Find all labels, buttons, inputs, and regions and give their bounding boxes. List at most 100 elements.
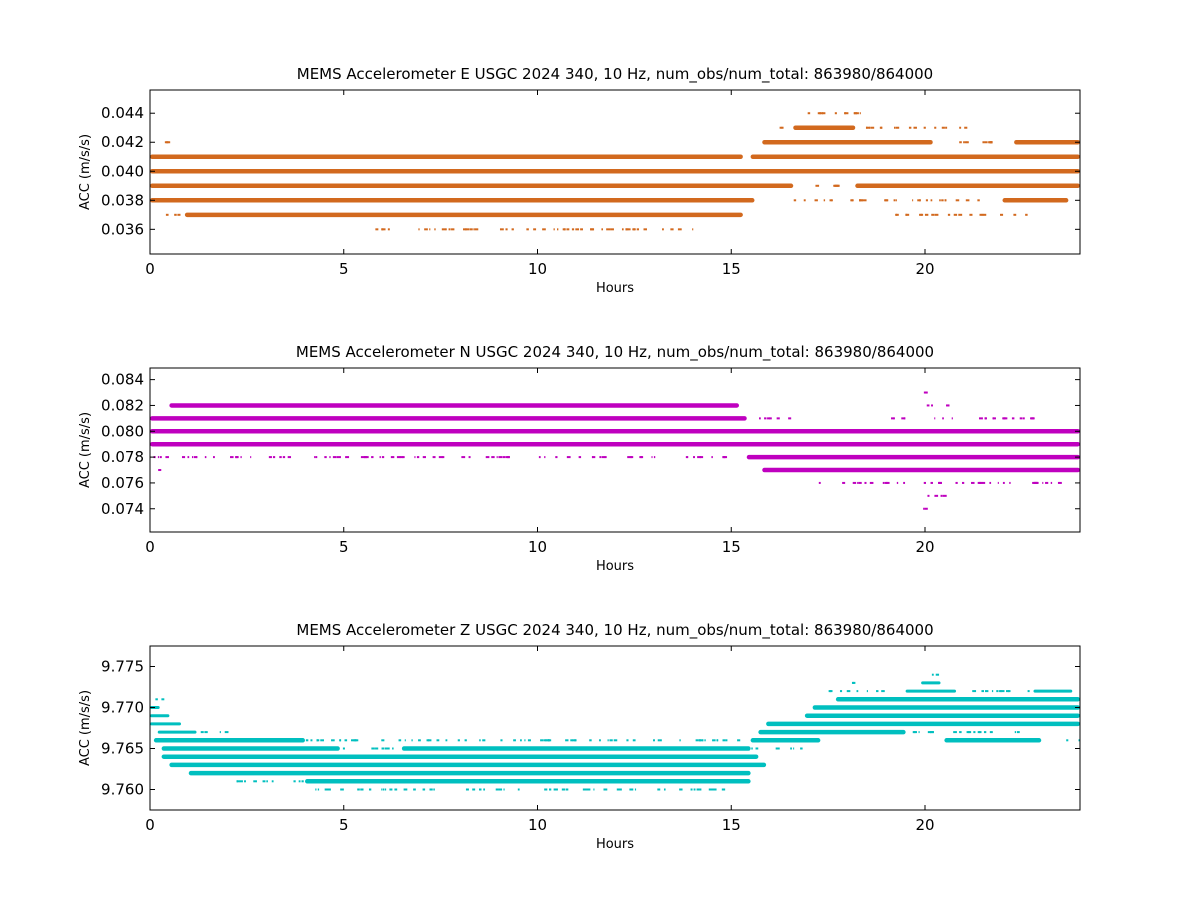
- data-point: [1001, 690, 1005, 693]
- data-point: [373, 747, 375, 750]
- data-point: [893, 199, 896, 202]
- data-point: [483, 788, 486, 791]
- data-point: [908, 126, 912, 129]
- data-point: [702, 739, 704, 742]
- data-point: [482, 739, 486, 742]
- data-point: [643, 228, 647, 231]
- data-point: [271, 780, 274, 783]
- data-point: [951, 417, 953, 420]
- data-point: [1042, 481, 1044, 484]
- data-point: [230, 456, 234, 459]
- data-point: [1030, 417, 1034, 420]
- data-point: [961, 481, 965, 484]
- data-point: [496, 456, 498, 459]
- data-layer: [150, 112, 1080, 231]
- data-point: [432, 456, 436, 459]
- data-point: [371, 456, 374, 459]
- data-point: [331, 739, 335, 742]
- data-point: [1045, 481, 1049, 484]
- data-point: [434, 228, 436, 231]
- data-point: [381, 739, 385, 742]
- data-point: [659, 739, 662, 742]
- data-point: [918, 731, 920, 734]
- data-point: [831, 199, 833, 202]
- data-point: [636, 228, 640, 231]
- data-point: [553, 228, 555, 231]
- x-tick-label: 10: [528, 538, 547, 556]
- data-point: [375, 228, 379, 231]
- x-tick-label: 10: [528, 260, 547, 278]
- data-point: [923, 507, 925, 510]
- x-tick-label: 5: [339, 816, 349, 834]
- data-point: [562, 228, 566, 231]
- data-point: [457, 739, 460, 742]
- data-point: [942, 494, 947, 497]
- data-point: [604, 456, 607, 459]
- data-point: [764, 417, 767, 420]
- x-tick-label: 15: [722, 260, 741, 278]
- data-point: [934, 494, 939, 497]
- data-point: [606, 228, 611, 231]
- y-tick-label: 0.074: [101, 500, 144, 518]
- chart-panel-2: 0 5 10 15 20 0.074 0.076 0.078 0.080 0.082 0.084 ME…: [78, 343, 1081, 574]
- data-band-segment: [401, 746, 751, 751]
- x-axis-label: Hours: [596, 837, 634, 852]
- data-point: [634, 788, 637, 791]
- chart-title: MEMS Accelerometer Z USGC 2024 340, 10 H…: [296, 621, 933, 640]
- data-point: [491, 456, 495, 459]
- data-point: [503, 788, 505, 791]
- data-point: [829, 199, 832, 202]
- data-point: [924, 507, 928, 510]
- x-tick-label: 0: [145, 260, 155, 278]
- data-point: [548, 739, 551, 742]
- data-point: [724, 456, 728, 459]
- data-point: [965, 199, 970, 202]
- data-point: [807, 112, 811, 115]
- y-tick-label: 0.040: [101, 162, 144, 180]
- data-point: [372, 747, 374, 750]
- data-point: [543, 739, 547, 742]
- x-tick-label: 0: [145, 538, 155, 556]
- data-point: [586, 788, 591, 791]
- data-point: [1002, 417, 1006, 420]
- data-point: [298, 780, 301, 783]
- data-point: [938, 481, 942, 484]
- data-point: [498, 456, 503, 459]
- y-tick-label: 0.036: [101, 220, 144, 238]
- data-point: [279, 456, 282, 459]
- data-point: [404, 739, 406, 742]
- data-point: [505, 228, 508, 231]
- data-point: [651, 456, 653, 459]
- data-point: [601, 228, 604, 231]
- data-band-segment: [921, 681, 941, 685]
- data-point: [679, 739, 681, 742]
- data-point: [981, 213, 984, 216]
- data-point: [538, 456, 541, 459]
- data-point: [657, 739, 660, 742]
- data-point: [213, 456, 215, 459]
- data-point: [696, 788, 700, 791]
- data-point: [580, 228, 583, 231]
- data-point: [788, 417, 792, 420]
- data-point: [725, 739, 728, 742]
- data-point: [1013, 213, 1017, 216]
- data-point: [852, 481, 857, 484]
- data-point: [711, 456, 713, 459]
- data-point: [582, 788, 586, 791]
- data-point: [917, 199, 920, 202]
- data-point: [920, 213, 924, 216]
- data-point: [923, 391, 928, 394]
- data-point: [969, 213, 973, 216]
- data-point: [695, 739, 699, 742]
- y-axis-label: ACC (m/s/s): [78, 690, 93, 766]
- x-axis-label: Hours: [596, 559, 634, 574]
- data-point: [1027, 690, 1030, 693]
- data-point: [1016, 731, 1020, 734]
- data-point: [465, 228, 470, 231]
- data-point: [923, 481, 926, 484]
- data-point: [857, 481, 859, 484]
- data-point: [927, 731, 931, 734]
- data-point: [500, 739, 503, 742]
- data-band-segment: [161, 746, 340, 751]
- data-point: [1014, 731, 1017, 734]
